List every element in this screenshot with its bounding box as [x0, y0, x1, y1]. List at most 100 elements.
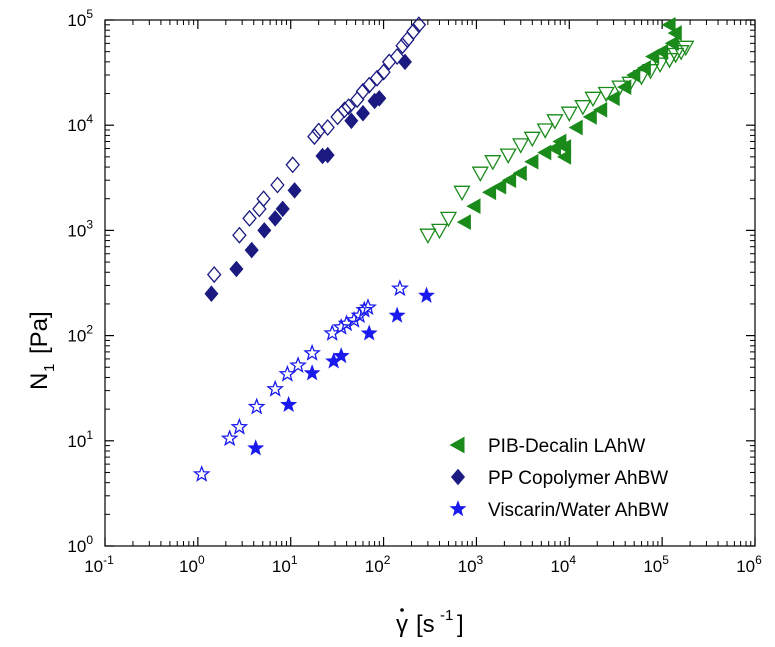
legend-marker — [449, 436, 465, 454]
data-point — [391, 279, 409, 297]
data-point — [654, 43, 669, 60]
data-point — [303, 343, 321, 361]
data-point — [337, 101, 352, 119]
data-point — [332, 347, 350, 364]
data-point — [287, 182, 302, 199]
data-point — [419, 228, 437, 245]
data-point — [395, 37, 410, 55]
series-3 — [206, 16, 427, 284]
data-point — [582, 109, 597, 125]
legend: PIB-Decalin LAhW PP Copolymer AhBW Visca… — [449, 436, 669, 521]
data-point — [257, 222, 272, 239]
data-point — [360, 324, 378, 341]
data-points — [192, 16, 695, 482]
x-axis-dot-accent — [400, 608, 404, 612]
data-point — [667, 47, 685, 64]
data-point — [524, 153, 539, 170]
y-tick-label: 103 — [67, 217, 93, 240]
data-point — [307, 128, 322, 146]
y-tick-label: 104 — [67, 112, 93, 135]
data-point — [369, 69, 385, 87]
x-tick-label: 105 — [643, 553, 669, 576]
data-point — [389, 47, 405, 66]
data-point — [593, 101, 608, 118]
x-axis-unit-base: [s — [416, 611, 435, 638]
data-point — [641, 64, 660, 80]
data-point — [471, 166, 489, 183]
y-tick-label: 101 — [67, 428, 93, 451]
data-point — [568, 119, 583, 136]
data-point — [664, 35, 679, 52]
data-point — [332, 317, 351, 335]
data-point — [453, 185, 471, 202]
data-point — [355, 82, 371, 100]
x-axis-unit-close: ] — [457, 611, 464, 638]
data-point — [337, 314, 356, 332]
data-point — [418, 286, 435, 303]
data-point — [247, 439, 265, 456]
data-point — [574, 100, 592, 116]
data-point — [229, 260, 244, 278]
x-axis-unit-exponent: -1 — [440, 607, 453, 624]
data-point — [512, 138, 530, 154]
data-point — [266, 379, 285, 397]
data-point — [206, 266, 222, 284]
data-point — [597, 86, 615, 103]
data-point — [667, 25, 682, 41]
data-point — [345, 310, 363, 328]
x-tick-label: 102 — [365, 553, 391, 576]
x-axis-symbol: γ — [396, 611, 408, 638]
series-0 — [456, 16, 682, 230]
data-point — [499, 148, 517, 164]
data-point — [611, 80, 629, 96]
y-axis-title: N 1 [Pa] — [26, 311, 58, 390]
series-4 — [247, 286, 435, 456]
data-point — [406, 22, 421, 40]
data-point — [289, 356, 307, 373]
y-axis-base: N — [26, 373, 53, 390]
data-point — [411, 16, 427, 34]
data-point — [275, 200, 290, 218]
data-point — [278, 364, 297, 382]
legend-label-pib: PIB-Decalin LAhW — [488, 436, 645, 457]
x-tick-label: 101 — [272, 553, 298, 576]
data-point — [320, 118, 335, 137]
data-point — [244, 241, 259, 259]
data-point — [270, 176, 285, 194]
x-tick-label: 104 — [550, 553, 576, 576]
x-tick-label: 10-1 — [84, 553, 114, 576]
data-point — [456, 214, 471, 230]
data-point — [280, 395, 298, 412]
data-point — [560, 106, 578, 123]
x-tick-label: 106 — [736, 553, 762, 576]
series-2 — [204, 53, 412, 302]
y-axis-subscript: 1 — [41, 364, 58, 372]
data-point — [355, 104, 370, 122]
y-tick-label: 105 — [67, 7, 93, 30]
data-point — [430, 223, 449, 240]
data-point — [400, 31, 415, 49]
data-point — [330, 108, 345, 126]
data-point — [492, 178, 507, 195]
data-point — [376, 63, 391, 81]
x-tick-label: 100 — [179, 553, 205, 576]
data-point — [584, 91, 602, 108]
data-point — [388, 306, 406, 323]
x-tick-label: 103 — [458, 553, 484, 576]
data-point — [481, 184, 497, 201]
data-point — [320, 146, 335, 164]
data-point — [484, 155, 502, 171]
data-point — [359, 298, 377, 316]
data-point — [242, 209, 257, 227]
axes: 10-1 100 101 102 103 104 105 106100101102103104… — [67, 7, 762, 576]
data-point — [645, 48, 660, 65]
data-point — [204, 285, 219, 302]
legend-marker — [449, 500, 467, 517]
data-point — [556, 139, 572, 155]
legend-label-pp: PP Copolymer AhBW — [488, 468, 668, 489]
legend-marker — [450, 468, 466, 486]
data-point — [252, 200, 267, 218]
data-point — [556, 149, 572, 165]
data-point — [661, 16, 676, 33]
